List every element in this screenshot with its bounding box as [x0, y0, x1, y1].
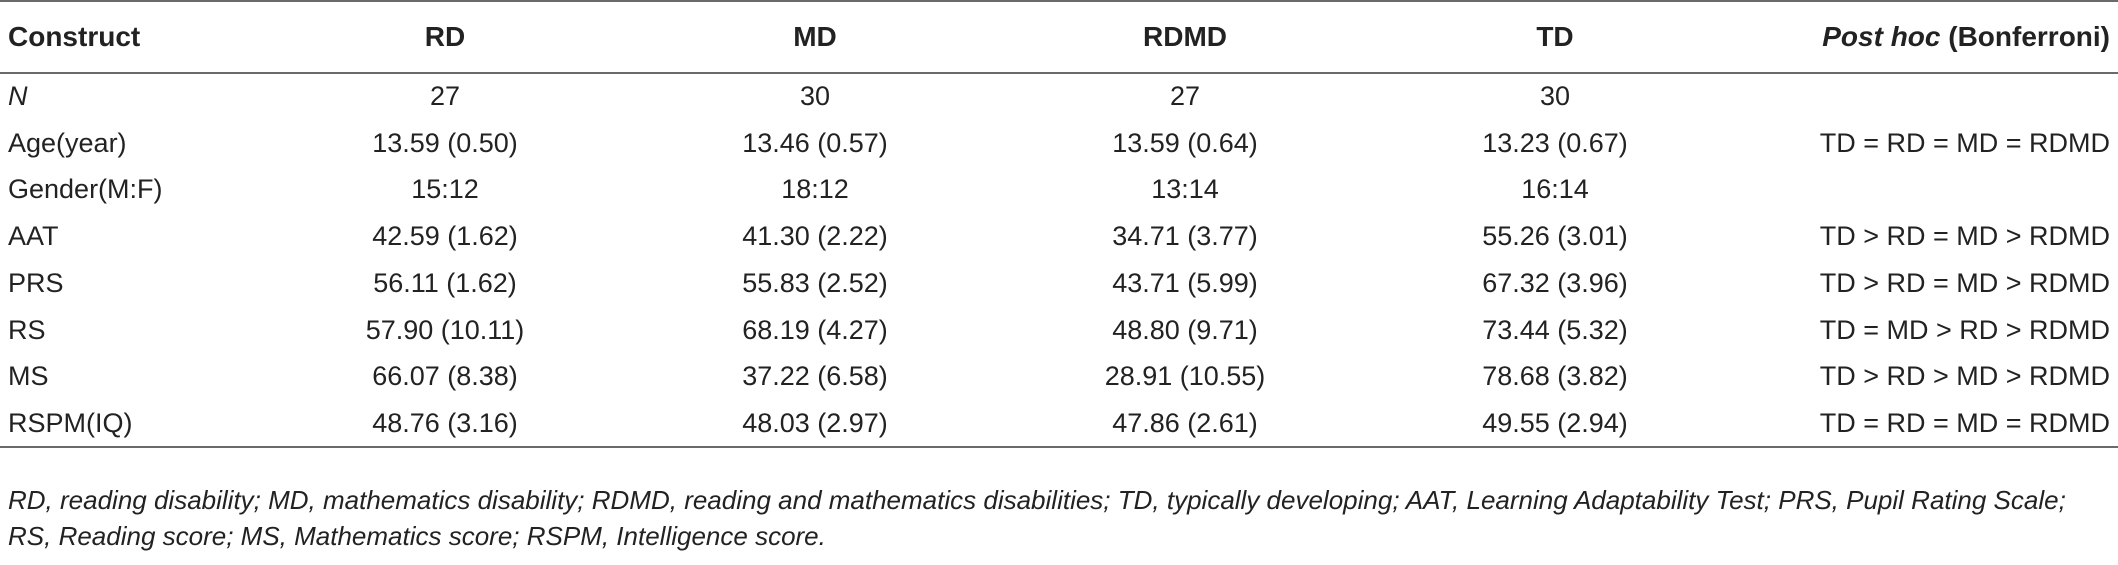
cell-td: 13.23 (0.67) [1482, 127, 1628, 158]
table-row: AAT 42.59 (1.62) 41.30 (2.22) 34.71 (3.77) 5… [0, 213, 2118, 260]
cell-rd: 42.59 (1.62) [372, 221, 518, 252]
cell-rdmd: 27 [1169, 81, 1201, 112]
table-footnote: RD, reading disability; MD, mathematics … [8, 485, 2066, 551]
cell-td: 30 [1539, 81, 1571, 112]
cell-md: 37.22 (6.58) [742, 361, 888, 392]
cell-posthoc: TD = MD > RD > RDMD [1819, 314, 2110, 345]
cell-md: 13.46 (0.57) [742, 127, 888, 158]
table-row: MS 66.07 (8.38) 37.22 (6.58) 28.91 (10.55) 7… [0, 354, 2118, 401]
cell-td: 73.44 (5.32) [1482, 314, 1628, 345]
cell-rd: 15:12 [411, 174, 479, 205]
data-table: Construct RD MD RDMD TD Post hoc (Bonfer… [0, 1, 2118, 447]
cell-td: 67.32 (3.96) [1482, 267, 1628, 298]
cell-construct: Age(year) [8, 127, 127, 158]
cell-rd: 48.76 (3.16) [372, 407, 518, 438]
cell-rdmd: 43.71 (5.99) [1112, 267, 1258, 298]
cell-td: 78.68 (3.82) [1482, 361, 1628, 392]
cell-rdmd: 48.80 (9.71) [1112, 314, 1258, 345]
cell-rdmd: 28.91 (10.55) [1104, 361, 1266, 392]
cell-construct: RSPM(IQ) [8, 407, 133, 438]
header-md: MD [793, 21, 837, 52]
cell-td: 55.26 (3.01) [1482, 221, 1628, 252]
cell-rdmd: 47.86 (2.61) [1112, 407, 1258, 438]
table-row: RS 57.90 (10.11) 68.19 (4.27) 48.80 (9.71) 7… [0, 307, 2118, 354]
header-posthoc: Post hoc (Bonferroni) [1740, 1, 2118, 73]
cell-rdmd: 34.71 (3.77) [1112, 221, 1258, 252]
cell-td: 49.55 (2.94) [1482, 407, 1628, 438]
header-posthoc-italic: Post hoc [1822, 21, 1941, 52]
table-row: Age(year) 13.59 (0.50) 13.46 (0.57) 13.59 (… [0, 120, 2118, 167]
header-construct: Construct [8, 21, 141, 52]
table-row: N 27 30 27 30 [0, 73, 2118, 120]
cell-rd: 13.59 (0.50) [372, 127, 518, 158]
cell-posthoc: TD > RD > MD > RDMD [1819, 361, 2110, 392]
header-rd: RD [424, 21, 466, 52]
header-rdmd: RDMD [1143, 21, 1227, 52]
table-row: PRS 56.11 (1.62) 55.83 (2.52) 43.71 (5.99) 6… [0, 260, 2118, 307]
cell-posthoc: TD > RD = MD > RDMD [1819, 267, 2110, 298]
cell-construct: MS [8, 361, 49, 392]
cell-md: 30 [799, 81, 831, 112]
cell-md: 55.83 (2.52) [742, 267, 888, 298]
table-body: N 27 30 27 30 Age(year) 13.59 (0.50) 13.46 (0.5… [0, 73, 2118, 447]
cell-md: 41.30 (2.22) [742, 221, 888, 252]
cell-posthoc: TD > RD = MD > RDMD [1819, 221, 2110, 252]
cell-md: 48.03 (2.97) [742, 407, 888, 438]
cell-construct: N [8, 81, 28, 112]
header-td: TD [1536, 21, 1574, 52]
cell-construct: Gender(M:F) [8, 174, 163, 205]
cell-construct: RS [8, 314, 46, 345]
cell-construct: AAT [8, 221, 59, 252]
cell-rd: 27 [429, 81, 461, 112]
table-header: Construct RD MD RDMD TD Post hoc (Bonfer… [0, 1, 2118, 73]
cell-posthoc: TD = RD = MD = RDMD [1819, 407, 2110, 438]
cell-posthoc [1740, 167, 2118, 214]
cell-md: 18:12 [781, 174, 849, 205]
cell-rdmd: 13:14 [1151, 174, 1219, 205]
cell-md: 68.19 (4.27) [742, 314, 888, 345]
cell-posthoc [1740, 73, 2118, 120]
cell-rdmd: 13.59 (0.64) [1112, 127, 1258, 158]
cell-rd: 57.90 (10.11) [365, 314, 525, 345]
cell-rd: 56.11 (1.62) [373, 267, 517, 298]
cell-construct: PRS [8, 267, 64, 298]
header-row: Construct RD MD RDMD TD Post hoc (Bonfer… [0, 1, 2118, 73]
table-row: RSPM(IQ) 48.76 (3.16) 48.03 (2.97) 47.86 (2… [0, 400, 2118, 447]
cell-posthoc: TD = RD = MD = RDMD [1819, 127, 2110, 158]
cell-rd: 66.07 (8.38) [372, 361, 518, 392]
header-posthoc-method: (Bonferroni) [1940, 21, 2110, 52]
cell-td: 16:14 [1521, 174, 1589, 205]
table-row: Gender(M:F) 15:12 18:12 13:14 16:14 [0, 167, 2118, 214]
